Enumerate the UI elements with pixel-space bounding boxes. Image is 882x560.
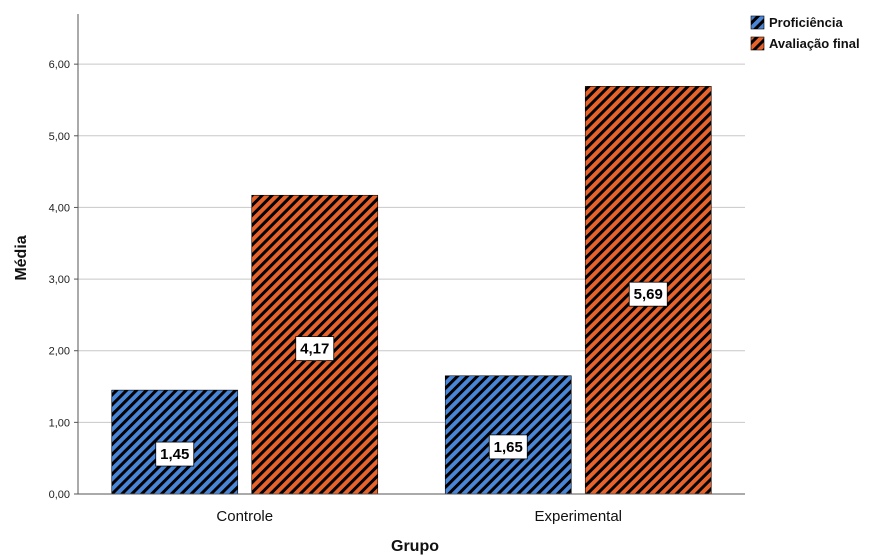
y-tick-label: 1,00 [49, 417, 70, 429]
bars [111, 86, 712, 495]
bar-value-label: 5,69 [634, 286, 663, 303]
y-tick-label: 2,00 [49, 346, 70, 358]
legend-swatch-avaliacao-final [750, 36, 765, 51]
y-tick-label: 4,00 [49, 202, 70, 214]
y-tick-label: 6,00 [49, 59, 70, 71]
bar-value-labels: 1,45 4,17 1,65 5,69 [155, 281, 668, 467]
y-tick-label: 0,00 [49, 489, 70, 501]
x-axis-title: Grupo [391, 538, 439, 555]
bar-label-box [155, 441, 195, 467]
legend-label: Proficiência [769, 15, 843, 30]
x-category-label: Controle [216, 508, 273, 525]
y-axis-title: Média [13, 235, 30, 280]
bar-label-box [628, 281, 668, 307]
legend: Proficiência Avaliação final [750, 15, 860, 51]
x-category-label: Experimental [534, 508, 622, 525]
bar-label-box [295, 336, 335, 362]
axes [77, 14, 745, 495]
y-axis-ticks: 0,00 1,00 2,00 3,00 4,00 5,00 6,00 [49, 59, 78, 501]
bar-value-label: 1,65 [494, 439, 523, 456]
x-axis-categories: Controle Experimental [216, 508, 622, 525]
legend-label: Avaliação final [769, 36, 860, 51]
legend-swatch-proficiencia [750, 15, 765, 30]
bar-value-label: 4,17 [300, 341, 329, 358]
y-tick-label: 5,00 [49, 131, 70, 143]
bar-label-box [488, 434, 528, 460]
y-tick-label: 3,00 [49, 274, 70, 286]
bar-value-label: 1,45 [160, 446, 189, 463]
